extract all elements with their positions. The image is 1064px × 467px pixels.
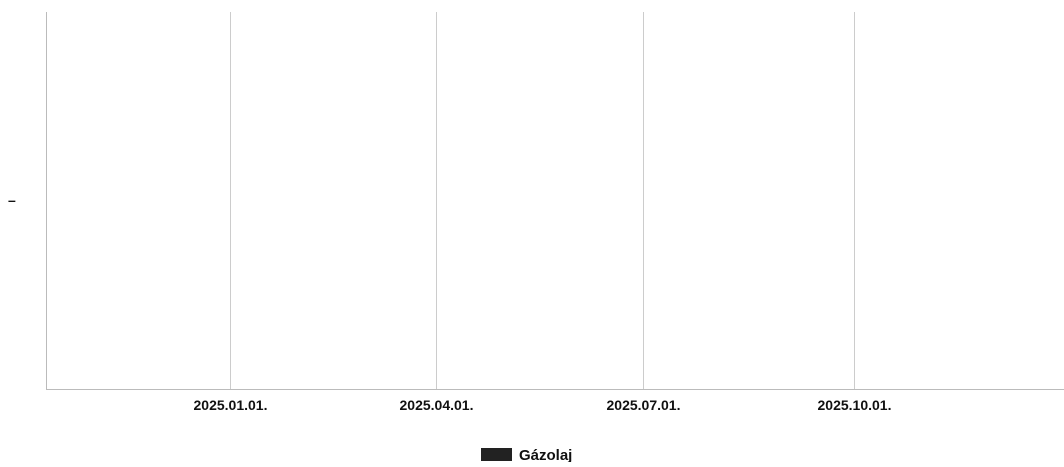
legend[interactable]: Gázolaj [481, 447, 572, 464]
x-tick-label: 2025.01.01. [194, 397, 268, 413]
axes [46, 12, 1064, 390]
gridlines [230, 12, 855, 389]
x-tick-label: 2025.07.01. [607, 397, 681, 413]
y-tick-label: – [8, 192, 16, 208]
legend-label-gazolaj: Gázolaj [519, 447, 572, 462]
y-tick-labels: – [8, 192, 16, 208]
x-tick-label: 2025.10.01. [818, 397, 892, 413]
x-tick-labels: 2025.01.01. 2025.04.01. 2025.07.01. 2025.10… [194, 397, 892, 413]
x-tick-label: 2025.04.01. [400, 397, 474, 413]
legend-swatch-gazolaj [481, 448, 512, 461]
